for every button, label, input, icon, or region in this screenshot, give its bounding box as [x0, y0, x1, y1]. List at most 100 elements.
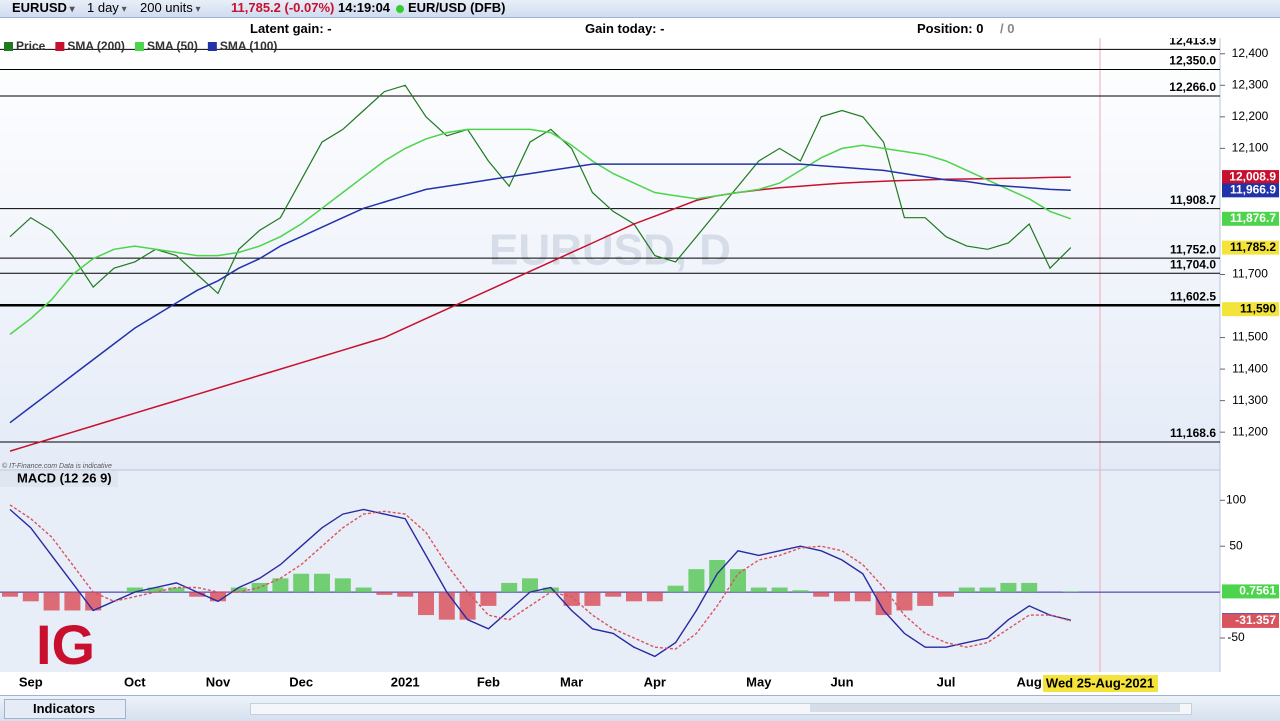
symbol[interactable]: EURUSD [12, 0, 75, 18]
histogram-bar [792, 590, 809, 593]
legend-swatch [134, 42, 144, 51]
level-label: 11,908.7 [1170, 193, 1216, 207]
legend-label: SMA (50) [147, 39, 198, 53]
level-label: 11,168.6 [1170, 426, 1216, 440]
y-tick-label: 11,500 [1232, 330, 1268, 344]
histogram-bar [646, 592, 663, 602]
price-axis [1220, 38, 1280, 672]
histogram-bar [189, 592, 206, 597]
price-flag-label: 12,008.9 [1229, 169, 1276, 183]
histogram-bar [230, 587, 247, 593]
price-flag-label: 0.7561 [1239, 584, 1276, 598]
histogram-bar [22, 592, 39, 602]
legend-label: SMA (200) [67, 39, 125, 53]
histogram-bar [896, 592, 913, 611]
histogram-bar [709, 559, 726, 593]
signal-line [9, 504, 1071, 650]
x-tick-label: Aug [1017, 674, 1042, 689]
info-bar: Latent gain: - Gain today: - Position: 0… [0, 18, 1280, 38]
x-tick-label: Apr [644, 674, 666, 689]
histogram-bar [376, 592, 393, 595]
price-flag [1222, 613, 1279, 628]
x-tick-label: Sep [19, 674, 43, 689]
instrument: EUR/USD (DFB) [408, 0, 506, 15]
level-label: 12,266.0 [1169, 80, 1216, 94]
histogram-bar [1000, 582, 1017, 593]
y-tick-label: 12,200 [1232, 109, 1269, 123]
legend-swatch [207, 42, 217, 51]
size[interactable]: 200 units [140, 0, 201, 18]
level-label: 11,602.5 [1170, 289, 1216, 303]
histogram-bar [334, 578, 351, 593]
histogram-bar [1021, 582, 1038, 593]
y-tick-label: 12,100 [1232, 141, 1269, 155]
legend-label: Price [16, 39, 46, 53]
x-tick-label: Jul [937, 674, 956, 689]
histogram-bar [64, 592, 81, 611]
histogram-bar [771, 587, 788, 593]
x-tick-label: 2021 [391, 674, 420, 689]
sma-line [9, 128, 1072, 335]
panel-title-box [0, 471, 118, 487]
price-flag-label: -31.357 [1235, 613, 1276, 627]
price-flag-label: 11,876.7 [1230, 211, 1276, 225]
level-label: 11,704.0 [1170, 257, 1216, 271]
histogram-bar [2, 592, 18, 597]
indicators-button[interactable] [4, 699, 126, 719]
histogram-bar [605, 592, 622, 597]
histogram-bar [168, 587, 185, 593]
y-tick-label: 11,400 [1232, 361, 1268, 375]
quote: 11,785.2 (-0.07%) [231, 0, 335, 15]
x-tick-label: Nov [206, 674, 231, 689]
latent-gain: Latent gain: - [250, 21, 332, 36]
x-tick-label: Mar [560, 674, 583, 689]
logo: IG [36, 613, 95, 676]
histogram-bar [459, 592, 476, 620]
histogram-bar [480, 592, 497, 606]
histogram-bar [875, 592, 892, 616]
histogram-bar [210, 592, 226, 602]
level-label: 11,752.0 [1170, 242, 1216, 256]
crosshair-date-box [1043, 675, 1158, 692]
histogram-bar [501, 582, 518, 593]
histogram-bar [522, 578, 538, 593]
histogram-bar [126, 587, 143, 593]
legend-swatch [4, 42, 13, 51]
histogram-bar [979, 587, 996, 593]
time: 14:19:04 [338, 0, 391, 15]
y-tick-label: -50 [1227, 630, 1245, 644]
crosshair-date: Wed 25-Aug-2021 [1046, 675, 1154, 690]
histogram-bar [147, 587, 164, 593]
scroll-thumb[interactable] [810, 704, 1180, 712]
chart: EURUSD, D © IT-Finance.com Data is indic… [0, 38, 1280, 695]
y-tick-label: 12,300 [1232, 77, 1269, 91]
position-total: / 0 [1000, 21, 1015, 36]
time-axis [0, 672, 1280, 695]
y-tick-label: 11,300 [1232, 393, 1268, 407]
histogram-bar [730, 569, 746, 593]
position: Position: 0 [917, 21, 984, 36]
bottom-bar: Indicators [0, 695, 1280, 721]
indicators-label[interactable]: Indicators [33, 701, 96, 716]
status-dot [396, 5, 404, 13]
histogram-bar [314, 573, 330, 593]
histogram-bar [854, 592, 871, 602]
histogram-bar [43, 592, 60, 611]
price-flag [1222, 584, 1279, 599]
price-flag [1222, 183, 1279, 198]
x-tick-label: Feb [477, 674, 500, 689]
price-flag-label: 11,966.9 [1230, 183, 1276, 197]
histogram-bar [1062, 591, 1079, 593]
y-tick-label: 12,400 [1232, 46, 1269, 60]
histogram-bar [293, 573, 310, 593]
interval[interactable]: 1 day [87, 0, 127, 18]
histogram-bar [958, 587, 975, 593]
legend-swatch [55, 42, 65, 51]
level-label: 12,413.9 [1169, 38, 1216, 48]
histogram-bar [397, 592, 414, 597]
y-tick-label: 11,200 [1232, 424, 1268, 438]
panel-title: MACD (12 26 9) [17, 470, 112, 485]
price-panel [0, 38, 1220, 470]
histogram-bar [938, 592, 954, 597]
